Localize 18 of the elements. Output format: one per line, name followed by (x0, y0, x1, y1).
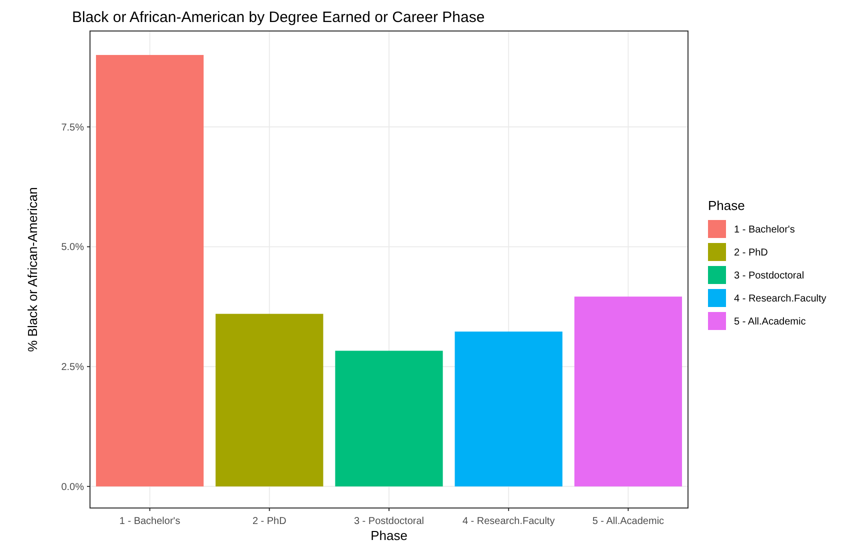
legend-label: 3 - Postdoctoral (734, 270, 804, 282)
y-tick-label: 2.5% (61, 362, 84, 374)
legend-label: 5 - All.Academic (734, 316, 806, 328)
x-tick-label: 5 - All.Academic (592, 516, 664, 527)
x-axis-title: Phase (370, 528, 408, 543)
x-tick-label: 1 - Bachelor's (119, 516, 180, 527)
x-tick-label: 4 - Research.Faculty (462, 516, 555, 527)
y-tick-label: 0.0% (61, 482, 84, 493)
y-tick-label: 5.0% (61, 242, 84, 254)
chart-title: Black or African-American by Degree Earned or Career Phase (72, 9, 485, 26)
legend-label: 4 - Research.Faculty (734, 294, 826, 304)
legend-title: Phase (708, 198, 745, 213)
legend-label: 1 - Bachelor's (734, 224, 795, 236)
legend-label: 2 - PhD (734, 248, 768, 258)
x-tick-label: 2 - PhD (252, 516, 286, 527)
y-tick-label: 7.5% (61, 122, 84, 134)
y-axis-title: % Black or African-American (25, 187, 40, 352)
x-tick-label: 3 - Postdoctoral (354, 516, 424, 527)
